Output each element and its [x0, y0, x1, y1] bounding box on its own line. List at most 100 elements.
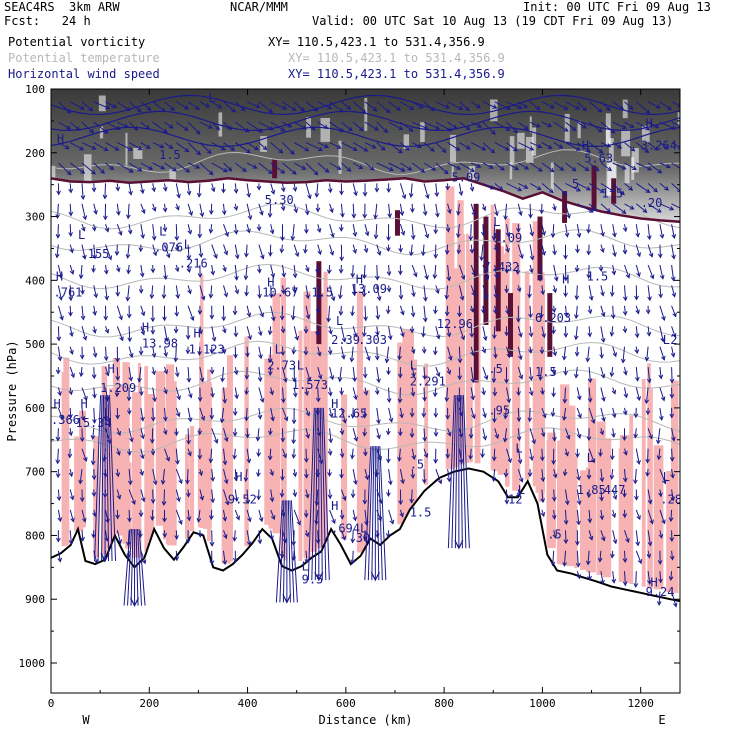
wind-arrowhead: [129, 437, 134, 443]
wind-arrowhead: [196, 517, 202, 523]
wind-arrowhead: [280, 476, 285, 482]
wind-arrowhead: [599, 188, 605, 193]
wind-vector: [541, 224, 545, 236]
wind-arrowhead: [103, 146, 109, 151]
wind-arrowhead: [564, 232, 570, 238]
wind-arrowhead: [150, 329, 156, 335]
wind-vector: [140, 162, 153, 170]
wind-vector: [211, 428, 218, 444]
wind-arrowhead: [576, 395, 582, 401]
wind-vector: [447, 203, 451, 214]
wind-vector: [635, 244, 641, 257]
wind-vector: [647, 183, 658, 193]
wind-vector: [305, 142, 323, 151]
wind-arrowhead: [410, 312, 416, 318]
wind-arrowhead: [397, 355, 402, 361]
wind-vector: [529, 101, 540, 111]
wind-arrowhead: [550, 233, 556, 239]
wind-vector: [446, 244, 449, 254]
y-tick-label: 800: [25, 529, 45, 542]
contour-label: 6.203: [535, 311, 571, 325]
wind-arrowhead: [126, 410, 132, 415]
wind-arrowhead: [291, 170, 297, 175]
contour-label: L: [410, 359, 417, 373]
wind-vector: [659, 244, 661, 258]
wind-arrowhead: [445, 414, 451, 420]
contour-label: 1.5: [535, 365, 557, 379]
wind-arrowhead: [629, 123, 635, 128]
wind-arrowhead: [421, 348, 427, 354]
wind-vector: [164, 407, 167, 421]
wind-vector: [504, 428, 507, 442]
wind-vector: [340, 509, 343, 519]
strong-wind-vector: [322, 407, 330, 581]
wind-vector: [152, 244, 157, 256]
wind-arrowhead: [209, 348, 215, 354]
wind-arrowhead: [55, 233, 61, 239]
wind-arrowhead: [186, 255, 192, 261]
wind-arrowhead: [592, 206, 598, 212]
wind-vector: [187, 121, 201, 135]
wind-arrowhead: [145, 125, 151, 130]
wind-arrowhead: [540, 477, 546, 483]
wind-arrowhead: [187, 451, 192, 457]
wind-vector: [363, 264, 366, 279]
wind-arrowhead: [128, 352, 134, 359]
wind-arrowhead: [131, 500, 136, 505]
wind-arrowhead: [582, 106, 587, 112]
wind-arrowhead: [291, 377, 297, 383]
wind-arrowhead: [232, 454, 238, 460]
wind-arrowhead: [587, 332, 593, 338]
wind-arrowhead: [140, 234, 145, 240]
wind-vector: [659, 387, 665, 401]
wind-vector: [493, 469, 496, 481]
x-tick-label: 1000: [529, 697, 556, 710]
wind-arrowhead: [411, 292, 416, 298]
wind-arrowhead: [458, 105, 464, 110]
wind-vector: [529, 142, 542, 148]
wind-vector: [600, 326, 605, 342]
wind-vector: [565, 121, 576, 131]
wind-vector: [105, 387, 109, 402]
wind-vector: [81, 183, 84, 200]
wind-arrowhead: [175, 412, 181, 418]
wind-arrowhead: [646, 235, 652, 241]
strat-streak: [169, 169, 176, 197]
wind-vector: [529, 367, 532, 380]
wind-vector: [659, 203, 674, 211]
wind-arrowhead: [151, 206, 157, 212]
pv-streak: [648, 388, 653, 589]
wind-arrowhead: [210, 498, 216, 504]
wind-arrowhead: [195, 164, 201, 169]
wind-arrowhead: [292, 288, 297, 294]
wind-arrowhead: [185, 539, 191, 544]
wind-arrowhead: [351, 213, 357, 219]
strong-wind-vector: [101, 395, 105, 561]
wind-vector: [293, 101, 305, 112]
wind-vector: [435, 366, 440, 377]
wind-vector: [588, 509, 591, 523]
wind-arrowhead: [81, 226, 86, 232]
pv-streak: [310, 331, 318, 552]
pv-streak: [641, 378, 646, 587]
wind-vector: [435, 101, 450, 109]
contour-label: L: [208, 91, 215, 105]
wind-vector: [659, 142, 669, 150]
theta-contour: [51, 407, 680, 434]
wind-vector: [647, 550, 650, 558]
wind-arrowhead: [563, 254, 568, 260]
wind-arrowhead: [657, 560, 663, 565]
wind-arrowhead: [139, 470, 144, 477]
wind-vector: [79, 469, 83, 484]
wind-vector: [152, 407, 154, 421]
pv-streak: [298, 330, 303, 561]
pv-streak: [623, 448, 631, 583]
wind-arrowhead: [657, 168, 663, 174]
wind-vector: [563, 346, 566, 360]
wind-arrowhead: [185, 335, 191, 340]
wind-vector: [352, 509, 356, 521]
wind-vector: [635, 509, 641, 520]
wind-arrowhead: [91, 533, 96, 539]
wind-vector: [152, 224, 155, 240]
wind-vector: [92, 428, 95, 439]
